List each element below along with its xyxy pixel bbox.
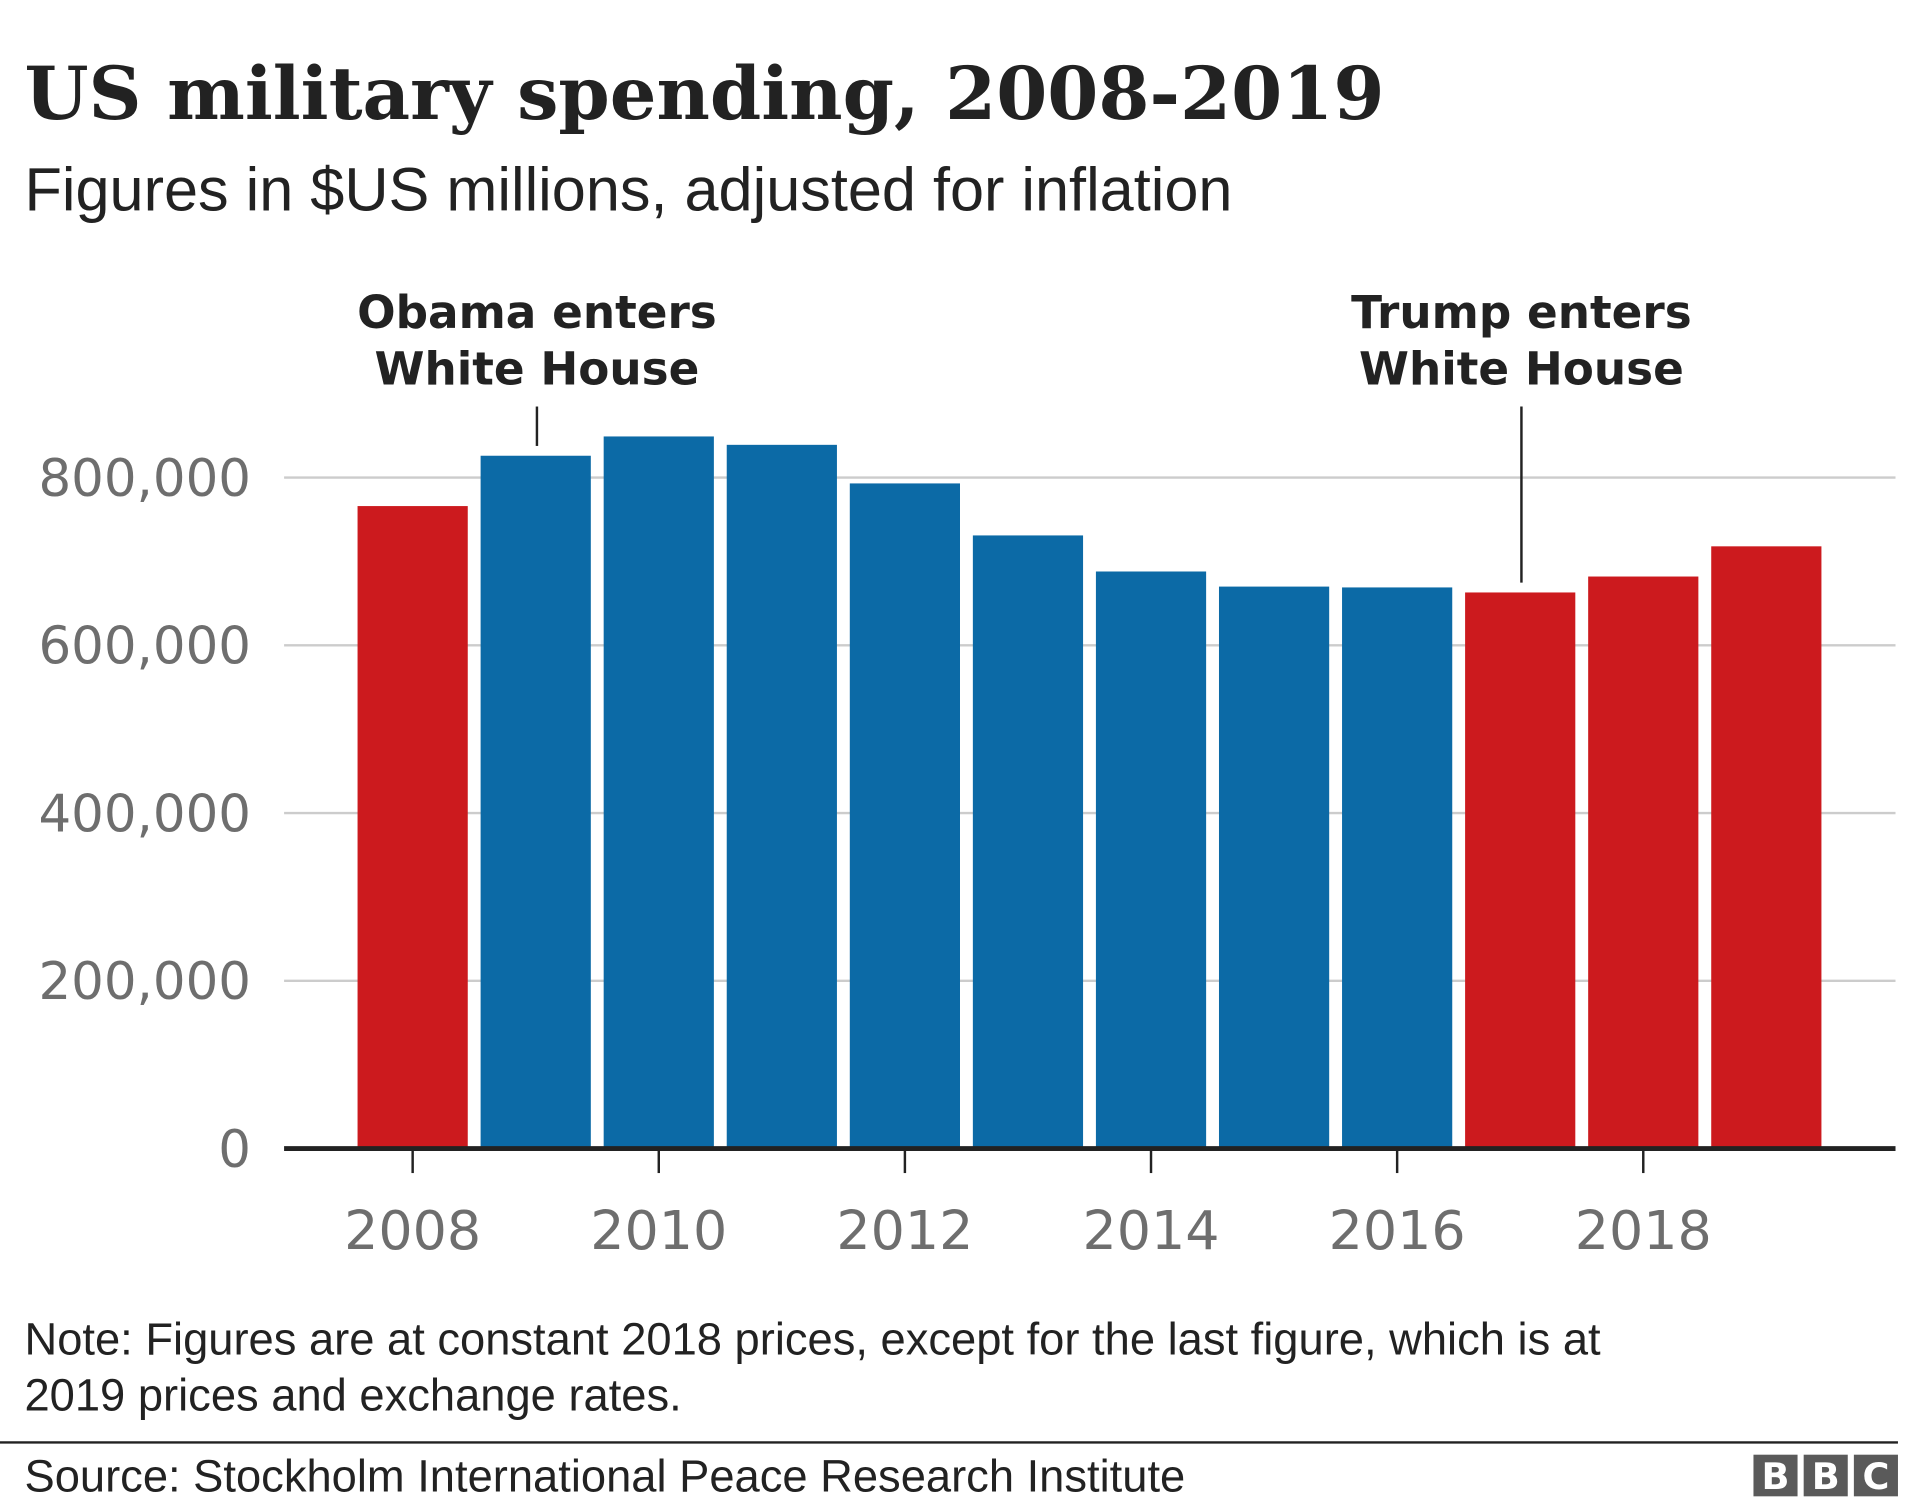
y-tick-label: 600,000	[38, 617, 251, 677]
bar-2009	[480, 455, 591, 1149]
svg-text:B: B	[1812, 1455, 1840, 1498]
chart-title: US military spending, 2008-2019	[24, 51, 1384, 137]
note-line-1: Note: Figures are at constant 2018 price…	[24, 1313, 1601, 1364]
chart-subtitle: Figures in $US millions, adjusted for in…	[24, 156, 1232, 224]
y-tick-label: 200,000	[38, 952, 251, 1012]
bar-2012	[849, 483, 960, 1149]
bar-2011	[726, 444, 837, 1149]
bar-2008	[357, 506, 468, 1149]
x-tick-label: 2012	[836, 1199, 973, 1262]
annotation-text: White House	[375, 342, 700, 395]
bar-2019	[1711, 546, 1822, 1149]
svg-text:C: C	[1862, 1455, 1889, 1498]
y-tick-label: 400,000	[38, 784, 251, 844]
bar-2010	[603, 436, 714, 1149]
x-tick-label: 2014	[1082, 1199, 1219, 1262]
annotation-text: Trump enters	[1351, 286, 1692, 339]
bar-2017	[1465, 592, 1576, 1149]
x-tick-label: 2016	[1329, 1199, 1466, 1262]
y-tick-label: 0	[218, 1120, 251, 1180]
bar-2013	[972, 535, 1084, 1149]
note-line-2: 2019 prices and exchange rates.	[24, 1370, 681, 1421]
bar-2016	[1342, 587, 1453, 1149]
source-text: Source: Stockholm International Peace Re…	[24, 1450, 1185, 1500]
bar-2015	[1218, 586, 1330, 1149]
bar-2014	[1095, 571, 1207, 1149]
bar-2018	[1588, 576, 1699, 1149]
x-tick-label: 2018	[1575, 1199, 1712, 1262]
bbc-logo: B B C	[1753, 1454, 1898, 1498]
y-tick-label: 800,000	[38, 449, 251, 509]
svg-text:B: B	[1762, 1455, 1790, 1498]
annotation-text: Obama enters	[357, 286, 717, 339]
x-tick-label: 2008	[344, 1199, 481, 1262]
x-tick-label: 2010	[590, 1199, 727, 1262]
annotation-text: White House	[1359, 342, 1684, 395]
